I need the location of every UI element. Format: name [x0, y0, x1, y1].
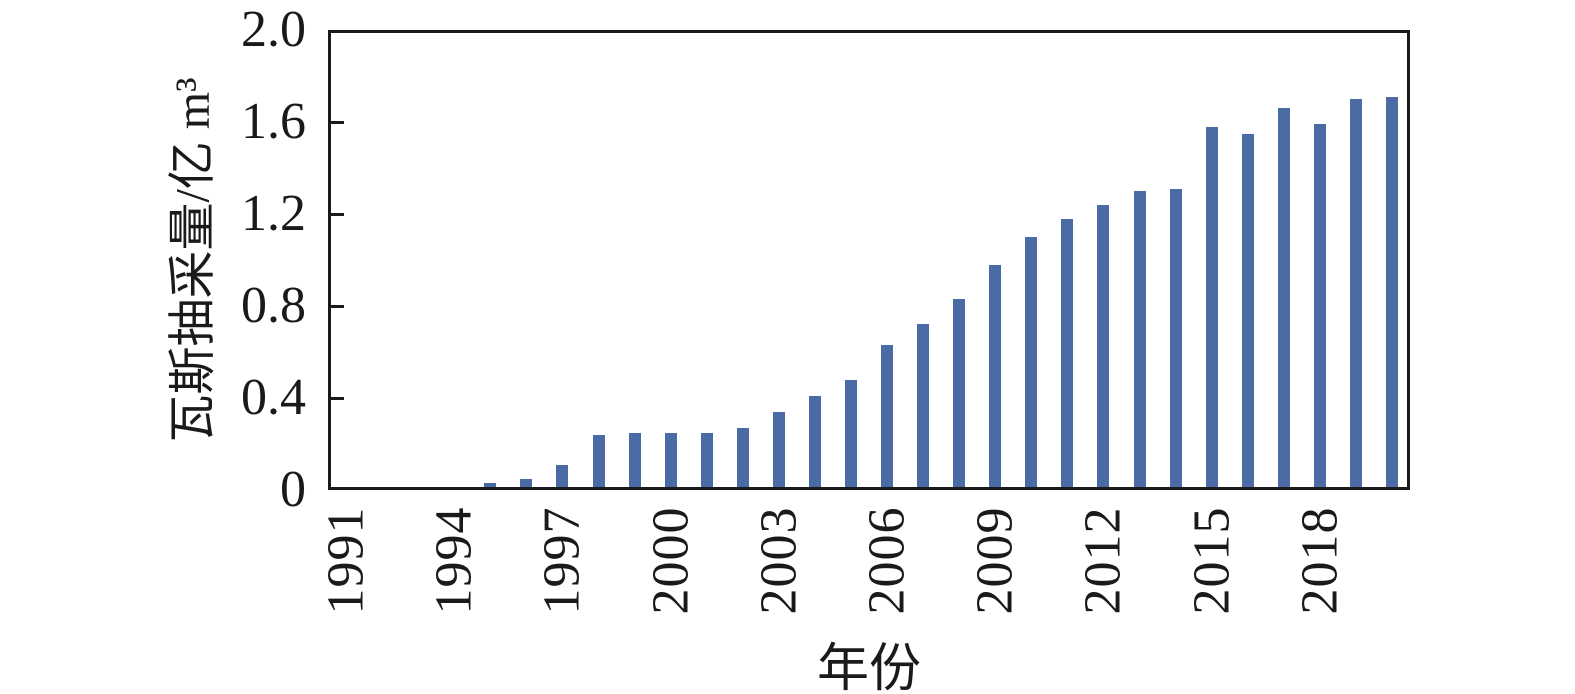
bar-2020	[1385, 96, 1398, 487]
bar-1997	[556, 464, 569, 487]
bar-1998	[592, 434, 605, 487]
bar-2007	[917, 324, 930, 487]
bar-2016	[1241, 133, 1254, 487]
bar-1999	[628, 432, 641, 487]
bar-2015	[1205, 126, 1218, 487]
y-tick	[331, 305, 344, 308]
x-tick-label-text: 2006	[858, 506, 916, 614]
bar-1995	[484, 483, 497, 487]
bar-2000	[664, 432, 677, 487]
y-tick-label: 1.6	[241, 93, 306, 150]
bar-2004	[808, 395, 821, 487]
y-tick	[331, 397, 344, 400]
y-tick-label: 0	[280, 461, 306, 518]
bar-2005	[844, 379, 857, 487]
y-tick	[331, 121, 344, 124]
bar-2009	[989, 264, 1002, 487]
x-tick-label-text: 1997	[533, 506, 591, 614]
x-tick-label-text: 2015	[1183, 506, 1241, 614]
x-tick-label-text: 2003	[750, 506, 808, 614]
x-tick-label: 2018	[1250, 496, 1390, 624]
bar-2018	[1313, 124, 1326, 487]
bar-2013	[1133, 191, 1146, 487]
bar-2019	[1349, 99, 1362, 487]
bar-2017	[1277, 108, 1290, 487]
plot-area	[328, 30, 1410, 490]
x-tick-label-text: 1994	[425, 506, 483, 614]
bar-2008	[953, 299, 966, 487]
bar-2003	[772, 411, 785, 487]
bar-2011	[1061, 218, 1074, 487]
x-tick-label-text: 1991	[317, 506, 375, 614]
bar-2012	[1097, 204, 1110, 487]
y-tick	[331, 213, 344, 216]
y-tick-label: 0.4	[241, 369, 306, 426]
y-tick-label: 2.0	[241, 1, 306, 58]
y-tick-label: 0.8	[241, 277, 306, 334]
bar-2001	[700, 432, 713, 487]
x-tick-label-text: 2012	[1074, 506, 1132, 614]
x-tick-label-text: 2009	[966, 506, 1024, 614]
y-tick-label: 1.2	[241, 185, 306, 242]
bar-2006	[881, 345, 894, 487]
bar-1996	[520, 478, 533, 487]
x-tick-label-text: 2000	[642, 506, 700, 614]
x-axis-label: 年份	[816, 641, 921, 694]
bar-2014	[1169, 188, 1182, 487]
x-tick-label-text: 2018	[1291, 506, 1349, 614]
bar-2010	[1025, 237, 1038, 487]
bar-2002	[736, 427, 749, 487]
